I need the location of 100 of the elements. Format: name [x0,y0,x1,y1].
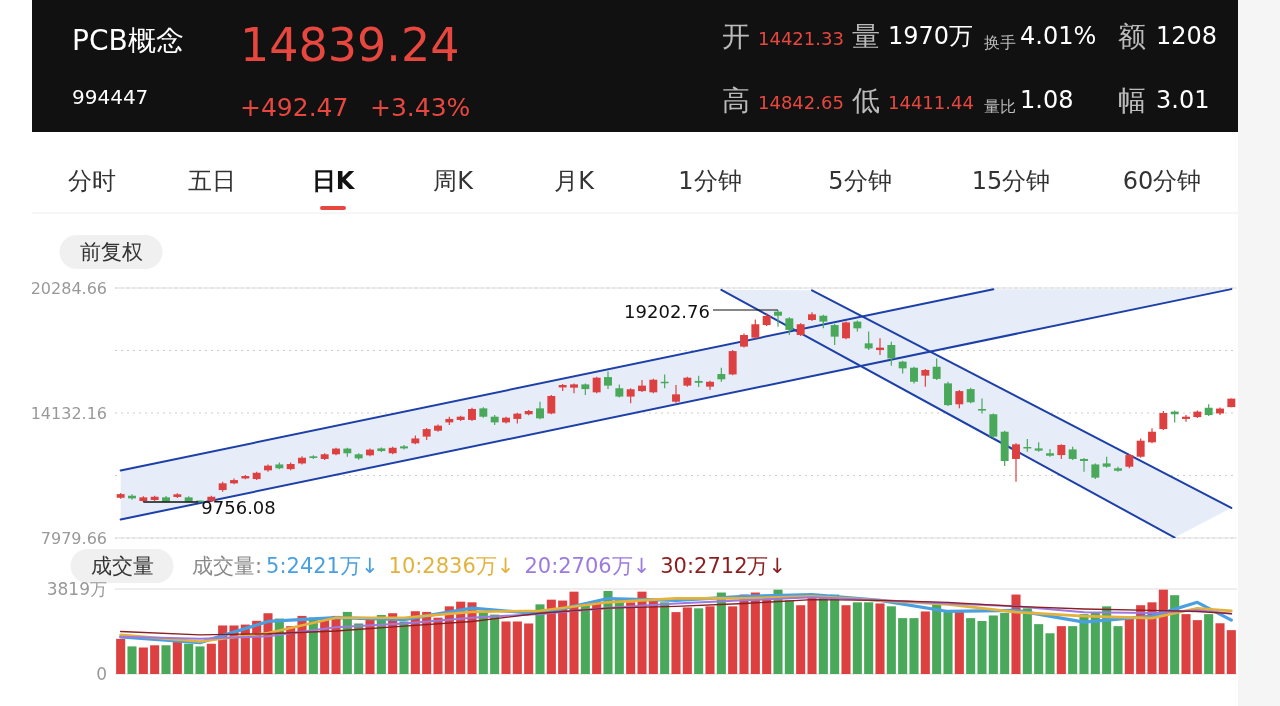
bar [920,611,930,674]
text: 3.01 [1156,86,1210,114]
bar [694,608,704,674]
candlestick [944,381,952,407]
candlestick [989,412,998,440]
bar [1204,614,1214,674]
text: +492.47 [240,92,349,122]
bar [875,603,885,674]
candlestick [672,384,680,404]
bar [660,602,670,674]
bar [864,602,874,674]
candlestick [1080,457,1088,473]
bar [988,615,998,674]
bar [626,602,636,674]
bar [546,599,556,674]
bar [1079,614,1089,674]
bar [966,618,976,674]
text: 额 [1118,19,1146,53]
bar [206,643,216,674]
bar [184,643,194,674]
text: 量 [852,19,880,53]
bar [512,621,522,674]
y-tick-label: 3819万 [46,579,107,599]
bar [501,621,511,674]
bar [558,600,568,674]
text: PCB概念 [72,23,184,57]
bar [138,647,148,674]
candlestick [570,382,578,394]
text: 分时 [68,167,116,195]
bar [535,604,545,674]
series-label: 20:2706万↓ [524,554,651,578]
candlestick [864,330,873,351]
bar [716,592,726,674]
chart-title: 前复权 [79,240,143,264]
candlestick [751,318,760,340]
bar [161,645,171,674]
bar [603,590,613,674]
bar [1000,613,1010,674]
text: +3.43% [370,92,471,122]
text: 15分钟 [971,167,1051,195]
text: 994447 [72,85,149,109]
candlestick [830,323,839,346]
bar [490,614,500,674]
bar [773,589,783,674]
text: 14842.65 [758,91,844,113]
bar [614,598,624,674]
bar [1068,626,1078,674]
candlestick [774,309,782,328]
bar [1056,626,1066,674]
bar [977,621,987,674]
bar [478,611,488,674]
bar [354,623,364,674]
bar [943,610,953,674]
bar [569,591,579,674]
bar [898,618,908,674]
text: 1208 [1156,22,1218,50]
y-tick-label: 20284.66 [30,278,107,298]
bar [682,607,692,674]
text: 开 [722,19,750,53]
bar [1215,623,1225,674]
text: 1.08 [1020,86,1074,114]
text: 五日 [188,167,236,195]
bar [1124,618,1134,674]
candlestick [1046,448,1054,458]
text: 4.01% [1020,22,1097,50]
text: 5分钟 [828,167,892,195]
bar [852,602,862,674]
candlestick [728,349,737,376]
series-label: 30:2712万↓ [660,554,787,578]
text: 周K [433,167,475,195]
bar [1011,594,1021,674]
bar [150,645,160,674]
bar [1192,620,1202,674]
text: 月K [554,167,596,195]
candlestick [638,379,646,393]
bar [1226,630,1236,674]
annotation: 9756.08 [201,497,276,519]
text: 量比 [984,96,1016,116]
annotation: 19202.76 [624,301,710,323]
y-tick-label: 7979.66 [40,528,107,548]
candlestick [887,341,896,367]
series-label: 10:2836万↓ [388,554,515,578]
bar [399,621,409,674]
candlestick [1012,442,1020,483]
bar [172,639,182,674]
bar [1181,614,1191,674]
text: 14411.44 [888,91,974,113]
text: 幅 [1118,83,1146,117]
text: 60分钟 [1122,167,1202,195]
candlestick [978,397,986,415]
candlestick [1159,410,1168,431]
text: 14421.33 [758,27,844,49]
bar [886,606,896,674]
bar [784,600,794,674]
bar [671,612,681,674]
text: 高 [722,83,750,117]
bar [648,599,658,674]
bar [116,638,126,674]
bar [705,606,715,674]
bar [796,605,806,674]
